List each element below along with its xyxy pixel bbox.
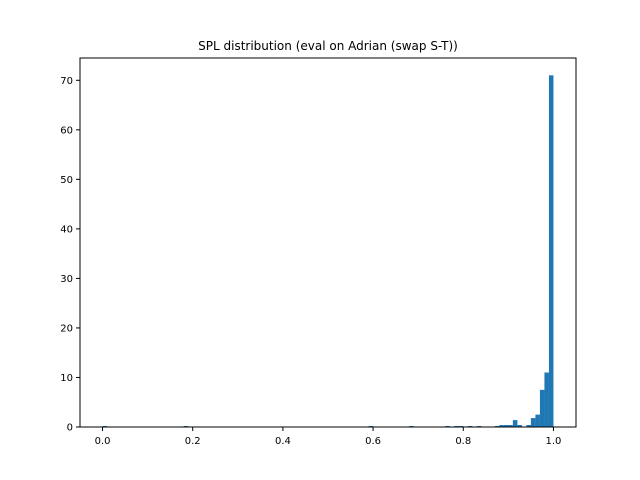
axes-frame <box>79 57 577 428</box>
x-tick-label: 0.8 <box>455 436 471 447</box>
histogram-bar <box>526 425 531 427</box>
x-tick-label: 0.0 <box>95 436 111 447</box>
y-tick-label: 20 <box>60 323 73 334</box>
histogram-bar <box>544 372 549 427</box>
x-tick-label: 0.2 <box>185 436 201 447</box>
x-tick-label: 0.6 <box>365 436 381 447</box>
x-tick-label: 0.4 <box>275 436 291 447</box>
histogram-bar <box>548 75 554 427</box>
y-tick-label: 10 <box>60 373 73 384</box>
y-tick-label: 50 <box>60 175 73 186</box>
x-tick-label: 1.0 <box>546 436 562 447</box>
histogram-bar <box>499 425 504 427</box>
y-tick-label: 0 <box>67 423 73 434</box>
y-tick-label: 60 <box>60 125 73 136</box>
histogram-bar <box>508 425 513 427</box>
y-axis: 0 10 20 30 40 50 60 70 <box>60 76 80 434</box>
y-tick-label: 30 <box>60 274 73 285</box>
x-axis: 0.0 0.2 0.4 0.6 0.8 1.0 <box>95 427 562 447</box>
histogram-bar <box>530 418 536 427</box>
histogram-bar <box>503 425 509 427</box>
histogram-bar <box>517 425 522 427</box>
chart-title: SPL distribution (eval on Adrian (swap S… <box>198 39 458 53</box>
histogram-bar <box>535 414 540 427</box>
histogram-bar <box>539 389 545 427</box>
y-tick-label: 70 <box>60 76 73 87</box>
histogram-bar <box>512 420 518 427</box>
y-tick-label: 40 <box>60 224 73 235</box>
